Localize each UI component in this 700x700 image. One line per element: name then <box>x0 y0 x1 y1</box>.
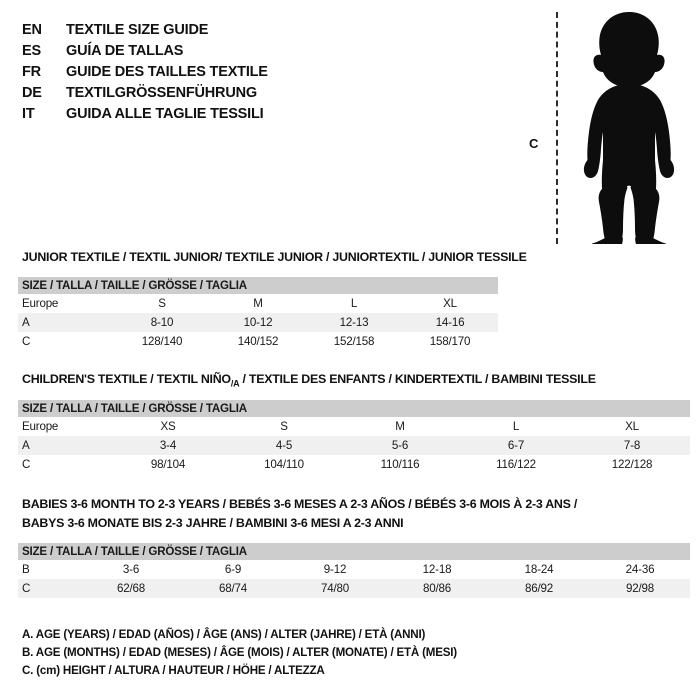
table-cell: M <box>210 294 306 313</box>
language-title: TEXTILE SIZE GUIDE <box>66 22 209 38</box>
language-row-de: DE TEXTILGRÖSSENFÜHRUNG <box>22 85 492 106</box>
table-cell: 6-9 <box>182 560 284 579</box>
measure-label-c: C <box>529 136 539 151</box>
children-title-prefix: CHILDREN'S TEXTILE / TEXTIL NIÑO <box>22 372 231 386</box>
table-cell: 18-24 <box>488 560 590 579</box>
size-band-label: SIZE / TALLA / TAILLE / GRÖSSE / TAGLIA <box>18 277 499 294</box>
height-measurement-figure: C <box>515 8 695 246</box>
table-row: B 3-6 6-9 9-12 12-18 18-24 24-36 <box>18 560 691 579</box>
table-cell: S <box>226 417 342 436</box>
language-title: GUÍA DE TALLAS <box>66 43 184 59</box>
table-cell: 110/116 <box>342 455 458 474</box>
table-cell: 68/74 <box>182 579 284 598</box>
table-cell: 122/128 <box>574 455 690 474</box>
language-code: DE <box>22 85 42 101</box>
language-code: FR <box>22 64 41 80</box>
table-cell: 12-18 <box>386 560 488 579</box>
section-title-children: CHILDREN'S TEXTILE / TEXTIL NIÑO/A / TEX… <box>22 372 596 388</box>
toddler-silhouette-icon <box>583 12 675 244</box>
size-band-label: SIZE / TALLA / TAILLE / GRÖSSE / TAGLIA <box>18 543 691 560</box>
table-row: C 62/68 68/74 74/80 80/86 86/92 92/98 <box>18 579 691 598</box>
table-cell: 3-6 <box>80 560 182 579</box>
language-title: GUIDE DES TAILLES TEXTILE <box>66 64 268 80</box>
table-cell: 158/170 <box>402 332 499 351</box>
table-cell: 7-8 <box>574 436 690 455</box>
section-title-junior: JUNIOR TEXTILE / TEXTIL JUNIOR/ TEXTILE … <box>22 250 527 264</box>
table-cell: 12-13 <box>306 313 402 332</box>
language-header-block: EN TEXTILE SIZE GUIDE ES GUÍA DE TALLAS … <box>22 22 492 127</box>
table-cell: XS <box>110 417 226 436</box>
table-cell: 3-4 <box>110 436 226 455</box>
table-header-row: SIZE / TALLA / TAILLE / GRÖSSE / TAGLIA <box>18 277 499 294</box>
language-code: IT <box>22 106 35 122</box>
table-row: A 8-10 10-12 12-13 14-16 <box>18 313 499 332</box>
table-cell: 4-5 <box>226 436 342 455</box>
table-cell: M <box>342 417 458 436</box>
table-row: C 98/104 104/110 110/116 116/122 122/128 <box>18 455 690 474</box>
row-label: B <box>18 560 80 579</box>
children-size-table: SIZE / TALLA / TAILLE / GRÖSSE / TAGLIA … <box>18 400 690 474</box>
table-cell: 5-6 <box>342 436 458 455</box>
table-cell: 86/92 <box>488 579 590 598</box>
table-cell: 116/122 <box>458 455 574 474</box>
table-cell: 98/104 <box>110 455 226 474</box>
table-cell: 24-36 <box>590 560 691 579</box>
language-row-it: IT GUIDA ALLE TAGLIE TESSILI <box>22 106 492 127</box>
table-header-row: SIZE / TALLA / TAILLE / GRÖSSE / TAGLIA <box>18 543 691 560</box>
row-label: C <box>18 332 114 351</box>
table-cell: 92/98 <box>590 579 691 598</box>
table-cell: XL <box>402 294 499 313</box>
row-label: C <box>18 455 110 474</box>
table-cell: 140/152 <box>210 332 306 351</box>
legend-line-b: B. AGE (MONTHS) / EDAD (MESES) / ÂGE (MO… <box>22 646 457 659</box>
table-cell: 10-12 <box>210 313 306 332</box>
table-row: Europe XS S M L XL <box>18 417 690 436</box>
table-row: C 128/140 140/152 152/158 158/170 <box>18 332 499 351</box>
row-label: A <box>18 436 110 455</box>
height-dashed-line-icon <box>556 12 558 244</box>
language-row-es: ES GUÍA DE TALLAS <box>22 43 492 64</box>
section-title-babies-line1: BABIES 3-6 MONTH TO 2-3 YEARS / BEBÉS 3-… <box>22 497 578 511</box>
language-code: EN <box>22 22 42 38</box>
table-cell: 104/110 <box>226 455 342 474</box>
legend-block: A. AGE (YEARS) / EDAD (AÑOS) / ÂGE (ANS)… <box>22 628 682 682</box>
table-row: A 3-4 4-5 5-6 6-7 7-8 <box>18 436 690 455</box>
language-title: TEXTILGRÖSSENFÜHRUNG <box>66 85 257 101</box>
table-cell: XL <box>574 417 690 436</box>
language-row-fr: FR GUIDE DES TAILLES TEXTILE <box>22 64 492 85</box>
table-cell: 9-12 <box>284 560 386 579</box>
table-cell: 128/140 <box>114 332 210 351</box>
section-title-babies-line2: BABYS 3-6 MONATE BIS 2-3 JAHRE / BAMBINI… <box>22 516 404 530</box>
language-row-en: EN TEXTILE SIZE GUIDE <box>22 22 492 43</box>
table-cell: 14-16 <box>402 313 499 332</box>
children-title-suffix: / TEXTILE DES ENFANTS / KINDERTEXTIL / B… <box>239 372 596 386</box>
table-cell: 6-7 <box>458 436 574 455</box>
row-label: Europe <box>18 294 114 313</box>
table-cell: S <box>114 294 210 313</box>
legend-line-a: A. AGE (YEARS) / EDAD (AÑOS) / ÂGE (ANS)… <box>22 628 426 641</box>
babies-size-table: SIZE / TALLA / TAILLE / GRÖSSE / TAGLIA … <box>18 543 691 598</box>
language-title: GUIDA ALLE TAGLIE TESSILI <box>66 106 264 122</box>
table-row: Europe S M L XL <box>18 294 499 313</box>
table-header-row: SIZE / TALLA / TAILLE / GRÖSSE / TAGLIA <box>18 400 690 417</box>
children-title-subscript: /A <box>230 378 240 389</box>
junior-size-table: SIZE / TALLA / TAILLE / GRÖSSE / TAGLIA … <box>18 277 499 351</box>
size-band-label: SIZE / TALLA / TAILLE / GRÖSSE / TAGLIA <box>18 400 690 417</box>
row-label: Europe <box>18 417 110 436</box>
row-label: A <box>18 313 114 332</box>
row-label: C <box>18 579 80 598</box>
table-cell: 8-10 <box>114 313 210 332</box>
language-code: ES <box>22 43 41 59</box>
table-cell: L <box>306 294 402 313</box>
table-cell: 152/158 <box>306 332 402 351</box>
legend-line-c: C. (cm) HEIGHT / ALTURA / HAUTEUR / HÖHE… <box>22 664 325 677</box>
table-cell: 62/68 <box>80 579 182 598</box>
table-cell: L <box>458 417 574 436</box>
table-cell: 80/86 <box>386 579 488 598</box>
table-cell: 74/80 <box>284 579 386 598</box>
